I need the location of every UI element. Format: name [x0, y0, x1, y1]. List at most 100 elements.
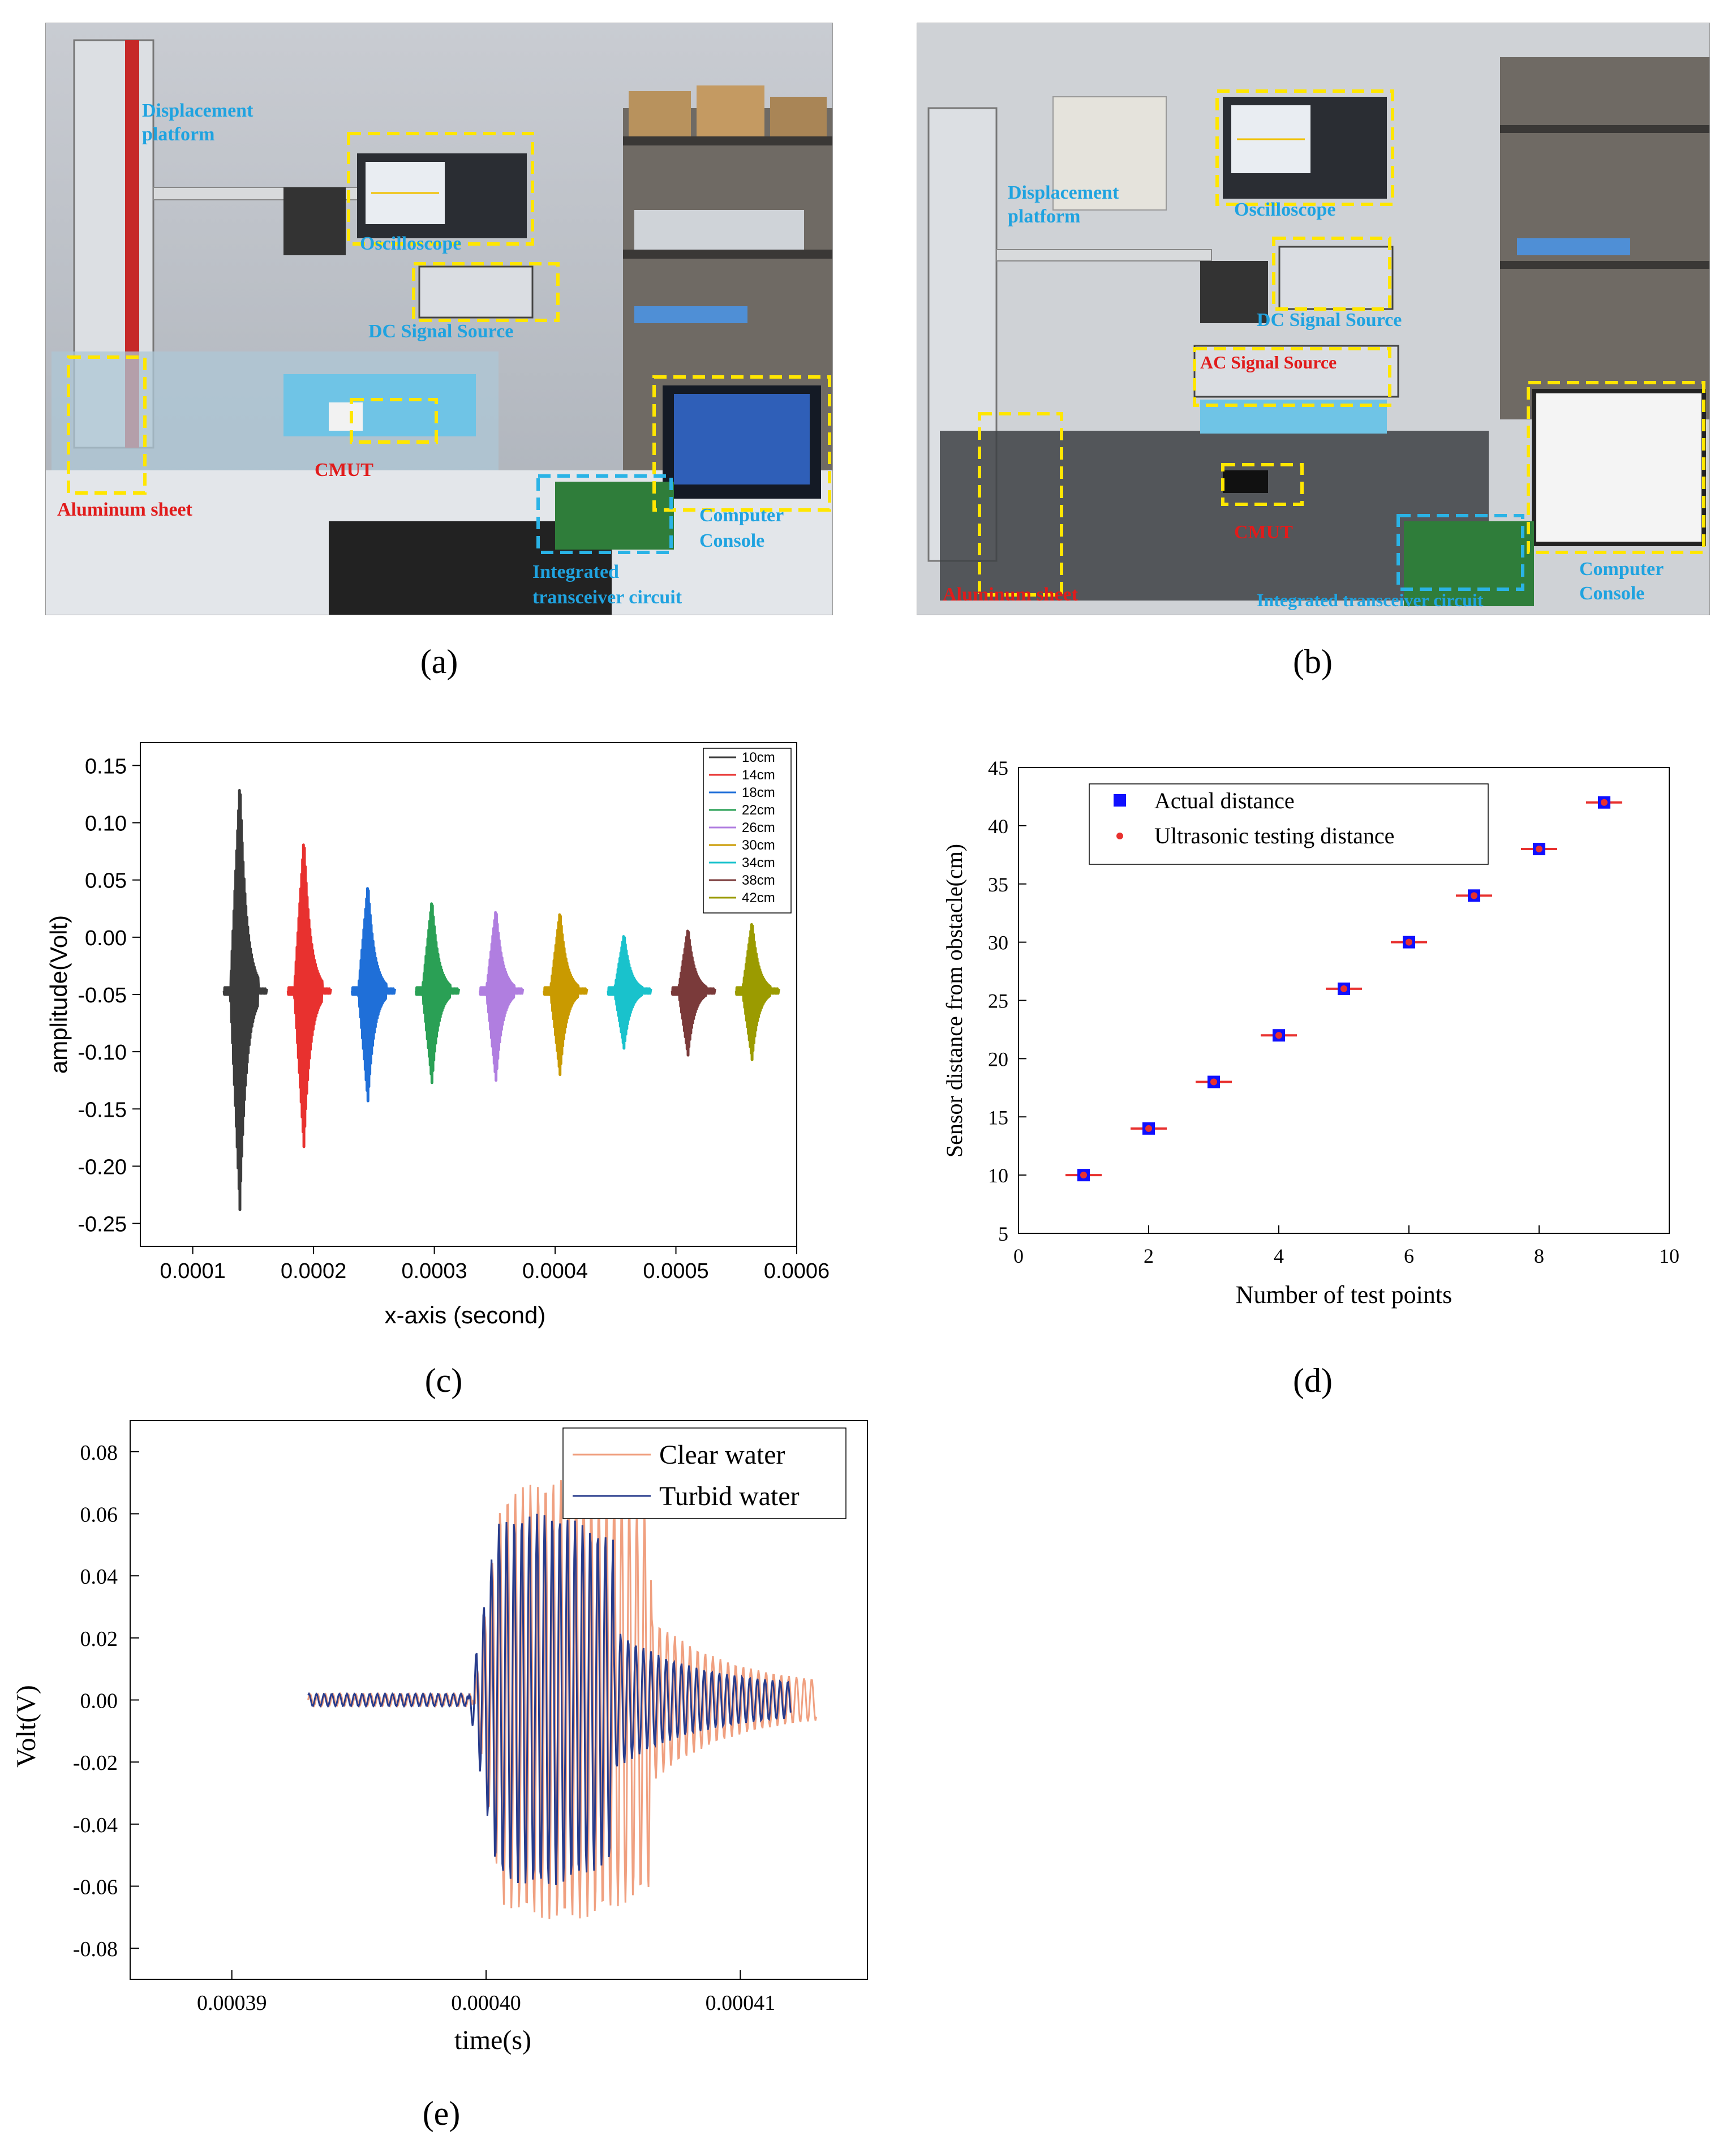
d-legend-box — [1089, 783, 1489, 865]
box-computer-b — [1527, 381, 1705, 554]
d-ytick-label: 45 — [988, 757, 1008, 779]
e-ytick-label: -0.08 — [73, 1937, 118, 1961]
box-aluminum-b — [978, 412, 1063, 597]
c-legend-label: 18cm — [742, 785, 775, 800]
c-ytick-label: -0.20 — [78, 1155, 127, 1179]
d-xtick-label: 10 — [1659, 1245, 1679, 1267]
d-xtick-label: 4 — [1274, 1245, 1284, 1267]
c-xtick-label: 0.0001 — [160, 1259, 226, 1283]
box-dc-source-b — [1272, 237, 1391, 311]
e-xtick-label: 0.00039 — [197, 1991, 267, 2015]
d-ytick-label: 5 — [998, 1223, 1008, 1245]
box-computer-a — [652, 375, 831, 512]
d-ytick-label: 15 — [988, 1106, 1008, 1129]
caption-e: (e) — [422, 2095, 461, 2132]
label-cmut-a: CMUT — [315, 460, 373, 481]
box-dc-source-a — [412, 262, 560, 322]
caption-c: (c) — [424, 1362, 463, 1399]
box-transceiver-b — [1396, 514, 1524, 591]
label-transceiver-b: Integrated transceiver circuit — [1257, 590, 1484, 610]
d-ytick-label: 20 — [988, 1048, 1008, 1070]
d-ytick-label: 35 — [988, 873, 1008, 896]
chart-d-xlabel: Number of test points — [1236, 1281, 1453, 1309]
chart-c-xlabel: x-axis (second) — [385, 1302, 546, 1328]
e-legend-box — [562, 1427, 846, 1519]
label-aluminum-a: Aluminum sheet — [57, 499, 193, 520]
c-ytick-label: -0.05 — [78, 984, 127, 1007]
label-dc-source-a: DC Signal Source — [368, 321, 513, 342]
c-legend-label: 38cm — [742, 873, 775, 888]
d-ytick-label: 10 — [988, 1164, 1008, 1187]
label-displacement-a-2: platform — [142, 124, 214, 145]
c-legend-label: 30cm — [742, 838, 775, 853]
e-ytick-label: 0.06 — [80, 1503, 118, 1527]
d-legend-swatch-actual — [1114, 794, 1126, 807]
d-xtick-label: 2 — [1144, 1245, 1154, 1267]
c-legend-label: 26cm — [742, 820, 775, 835]
chart-d: 5 10 15 20 25 30 35 40 45 0 2 4 6 8 10 Actual distanc… — [942, 757, 1679, 1309]
chart-e-xlabel: time(s) — [454, 2025, 531, 2055]
c-series-18cm — [350, 887, 397, 1103]
c-series-34cm — [607, 935, 652, 1050]
chart-c-ylabel: amplitude(Volt) — [45, 915, 72, 1074]
c-xtick-label: 0.0006 — [764, 1259, 830, 1283]
c-ytick-label: 0.00 — [85, 927, 127, 950]
e-series-turbid-water — [307, 1513, 792, 1885]
label-computer-a-1: Computer — [699, 505, 784, 526]
e-legend-label: Turbid water — [659, 1481, 800, 1511]
photo-a-illustration: Displacement platform Oscilloscope DC Si… — [46, 23, 832, 615]
label-ac-source-b: AC Signal Source — [1200, 352, 1337, 372]
label-cmut-b: CMUT — [1234, 522, 1293, 543]
label-displacement-a-1: Displacement — [142, 100, 253, 121]
e-xtick-label: 0.00040 — [451, 1991, 521, 2015]
c-series-38cm — [671, 929, 716, 1057]
c-ytick-label: -0.25 — [78, 1213, 127, 1237]
d-point-ultrasonic — [1406, 938, 1412, 946]
label-displacement-b-1: Displacement — [1008, 182, 1119, 203]
c-ytick-label: -0.10 — [78, 1041, 127, 1065]
box-transceiver-a — [536, 474, 673, 554]
caption-d: (d) — [1293, 1362, 1333, 1399]
d-point-ultrasonic — [1275, 1032, 1282, 1039]
c-ytick-label: 0.15 — [85, 754, 127, 778]
c-legend-label: 14cm — [742, 767, 775, 783]
c-series-42cm — [734, 923, 780, 1061]
d-xtick-label: 6 — [1404, 1245, 1414, 1267]
label-computer-b-2: Console — [1579, 583, 1644, 604]
label-oscilloscope-b: Oscilloscope — [1234, 199, 1335, 220]
box-cmut-a — [350, 398, 438, 444]
label-aluminum-b: Aluminum sheet — [943, 584, 1078, 605]
e-ytick-label: -0.04 — [73, 1813, 118, 1837]
d-legend-swatch-ultrasonic — [1116, 833, 1123, 839]
d-ytick-label: 30 — [988, 932, 1008, 954]
box-aluminum-a — [67, 355, 147, 495]
e-ytick-label: 0.00 — [80, 1690, 118, 1713]
photo-b: Displacement platform Oscilloscope DC Si… — [917, 23, 1710, 615]
box-ac-source-b — [1193, 347, 1391, 407]
d-ytick-label: 40 — [988, 815, 1008, 838]
d-point-ultrasonic — [1601, 799, 1608, 806]
c-series-30cm — [543, 913, 588, 1077]
c-series-10cm — [222, 789, 268, 1211]
c-legend-label: 34cm — [742, 855, 775, 871]
d-legend-label-ultrasonic: Ultrasonic testing distance — [1154, 823, 1394, 848]
label-dc-source-b: DC Signal Source — [1257, 310, 1402, 331]
label-computer-b-1: Computer — [1579, 559, 1664, 580]
c-ytick-label: -0.15 — [78, 1098, 127, 1122]
d-xtick-label: 8 — [1534, 1245, 1544, 1267]
d-point-ultrasonic — [1080, 1172, 1087, 1179]
d-legend-label-actual: Actual distance — [1154, 788, 1295, 813]
c-series-22cm — [415, 902, 461, 1084]
e-ytick-label: -0.06 — [73, 1876, 118, 1899]
chart-e-ylabel: Volt(V) — [11, 1685, 41, 1768]
c-legend-label: 42cm — [742, 890, 775, 906]
chart-c: 0.15 0.10 0.05 0.00 -0.05 -0.10 -0.15 -0.20 -0.2… — [45, 742, 830, 1328]
d-point-ultrasonic — [1340, 985, 1347, 992]
label-computer-a-2: Console — [699, 530, 764, 551]
photo-b-illustration: Displacement platform Oscilloscope DC Si… — [917, 23, 1709, 615]
d-point-ultrasonic — [1210, 1078, 1217, 1086]
c-ytick-label: 0.10 — [85, 812, 127, 836]
caption-b: (b) — [1293, 643, 1333, 680]
c-legend-label: 10cm — [742, 750, 775, 765]
photo-a: Displacement platform Oscilloscope DC Si… — [45, 23, 833, 615]
